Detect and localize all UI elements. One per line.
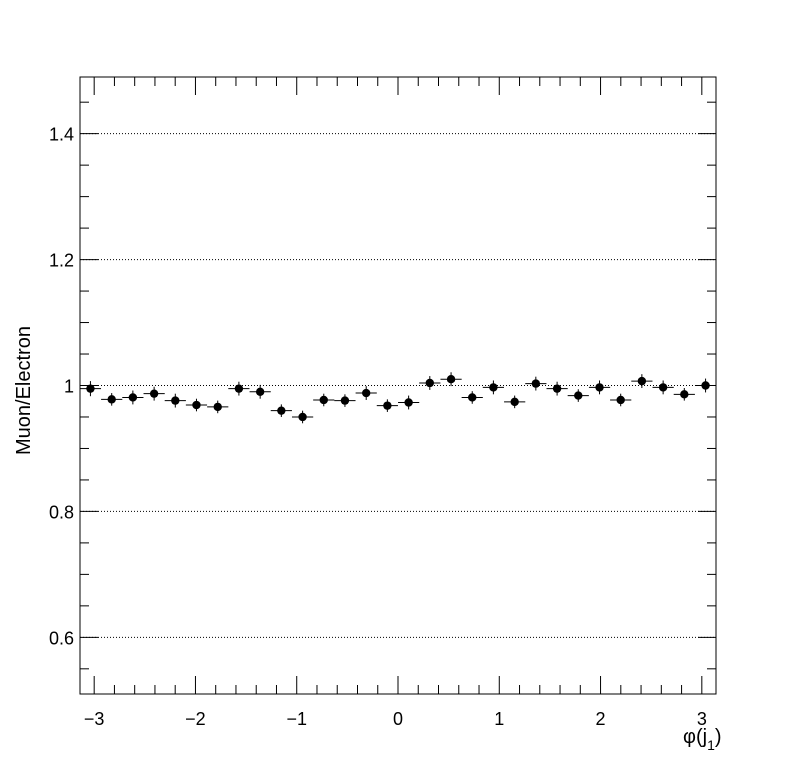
- data-point: [228, 381, 250, 396]
- plot-frame: [79, 76, 717, 695]
- x-tick-label: 1: [494, 709, 504, 729]
- data-point: [673, 388, 695, 401]
- data-marker: [468, 393, 477, 402]
- data-marker: [510, 397, 519, 407]
- data-marker: [701, 381, 710, 390]
- data-marker: [595, 383, 604, 392]
- data-marker: [192, 400, 201, 410]
- data-point: [461, 391, 483, 404]
- data-marker: [340, 396, 350, 405]
- data-points: [79, 372, 717, 424]
- x-axis-title-main: φ(j: [683, 726, 707, 748]
- y-tick-label: 1.2: [49, 251, 74, 271]
- data-marker: [128, 393, 138, 402]
- y-tick-label: 0.6: [49, 628, 74, 648]
- y-tick-label: 1.4: [49, 125, 74, 145]
- data-marker: [86, 384, 95, 393]
- data-point: [546, 381, 568, 396]
- data-marker: [425, 378, 434, 388]
- x-tick-label: 0: [393, 709, 403, 729]
- y-tick-labels: 0.6 0.8 1 1.2 1.4: [49, 125, 74, 649]
- gridlines: [80, 133, 716, 638]
- data-point: [525, 376, 547, 391]
- data-point: [355, 386, 377, 400]
- data-point: [610, 393, 632, 407]
- data-marker: [171, 396, 180, 405]
- data-marker: [319, 395, 328, 405]
- data-marker: [616, 395, 625, 405]
- data-marker: [446, 375, 456, 384]
- data-marker: [404, 398, 413, 407]
- x-axis-title: φ(j1): [683, 726, 722, 753]
- x-tick-label: −2: [185, 709, 206, 729]
- data-point: [270, 404, 292, 417]
- data-point: [504, 395, 526, 409]
- data-marker: [362, 388, 371, 398]
- data-marker: [213, 402, 222, 412]
- data-point: [334, 394, 356, 407]
- data-point: [313, 393, 335, 407]
- x-tick-label: 2: [596, 709, 606, 729]
- data-marker: [234, 384, 244, 393]
- data-point: [164, 393, 186, 408]
- data-point: [101, 393, 123, 406]
- data-marker: [149, 389, 159, 398]
- data-point: [567, 389, 589, 402]
- data-point: [588, 380, 611, 395]
- data-point: [207, 400, 229, 414]
- data-point: [419, 376, 441, 390]
- data-point: [79, 381, 102, 397]
- data-marker: [680, 390, 689, 399]
- y-tick-label: 0.8: [49, 502, 74, 522]
- y-axis-title: Muon/Electron: [13, 326, 35, 455]
- data-point: [249, 384, 271, 399]
- x-axis-title-close: ): [715, 726, 722, 748]
- data-marker: [383, 401, 392, 410]
- data-marker: [255, 387, 265, 396]
- axis-ticks: [80, 77, 716, 694]
- data-point: [398, 395, 420, 410]
- data-point: [291, 410, 314, 424]
- data-marker: [531, 379, 541, 388]
- x-tick-label: −1: [286, 709, 307, 729]
- data-point: [440, 372, 462, 387]
- data-point: [122, 390, 144, 405]
- data-point: [143, 386, 165, 401]
- data-marker: [574, 391, 583, 400]
- x-tick-label: −3: [84, 709, 105, 729]
- data-point: [482, 380, 505, 395]
- x-tick-label: 3: [697, 709, 707, 729]
- data-point: [631, 374, 653, 389]
- data-marker: [107, 395, 116, 404]
- x-axis-title-subscript: 1: [707, 737, 715, 753]
- data-marker: [552, 384, 562, 393]
- x-tick-labels: −3 −2 −1 0 1 2 3: [84, 709, 707, 729]
- data-marker: [637, 376, 647, 386]
- y-tick-label: 1: [64, 377, 74, 397]
- data-point: [652, 380, 674, 395]
- data-point: [185, 398, 208, 412]
- data-point: [376, 399, 398, 412]
- data-marker: [298, 412, 307, 422]
- data-point: [694, 378, 717, 393]
- data-marker: [658, 383, 668, 392]
- data-marker: [489, 383, 498, 392]
- data-marker: [277, 406, 286, 415]
